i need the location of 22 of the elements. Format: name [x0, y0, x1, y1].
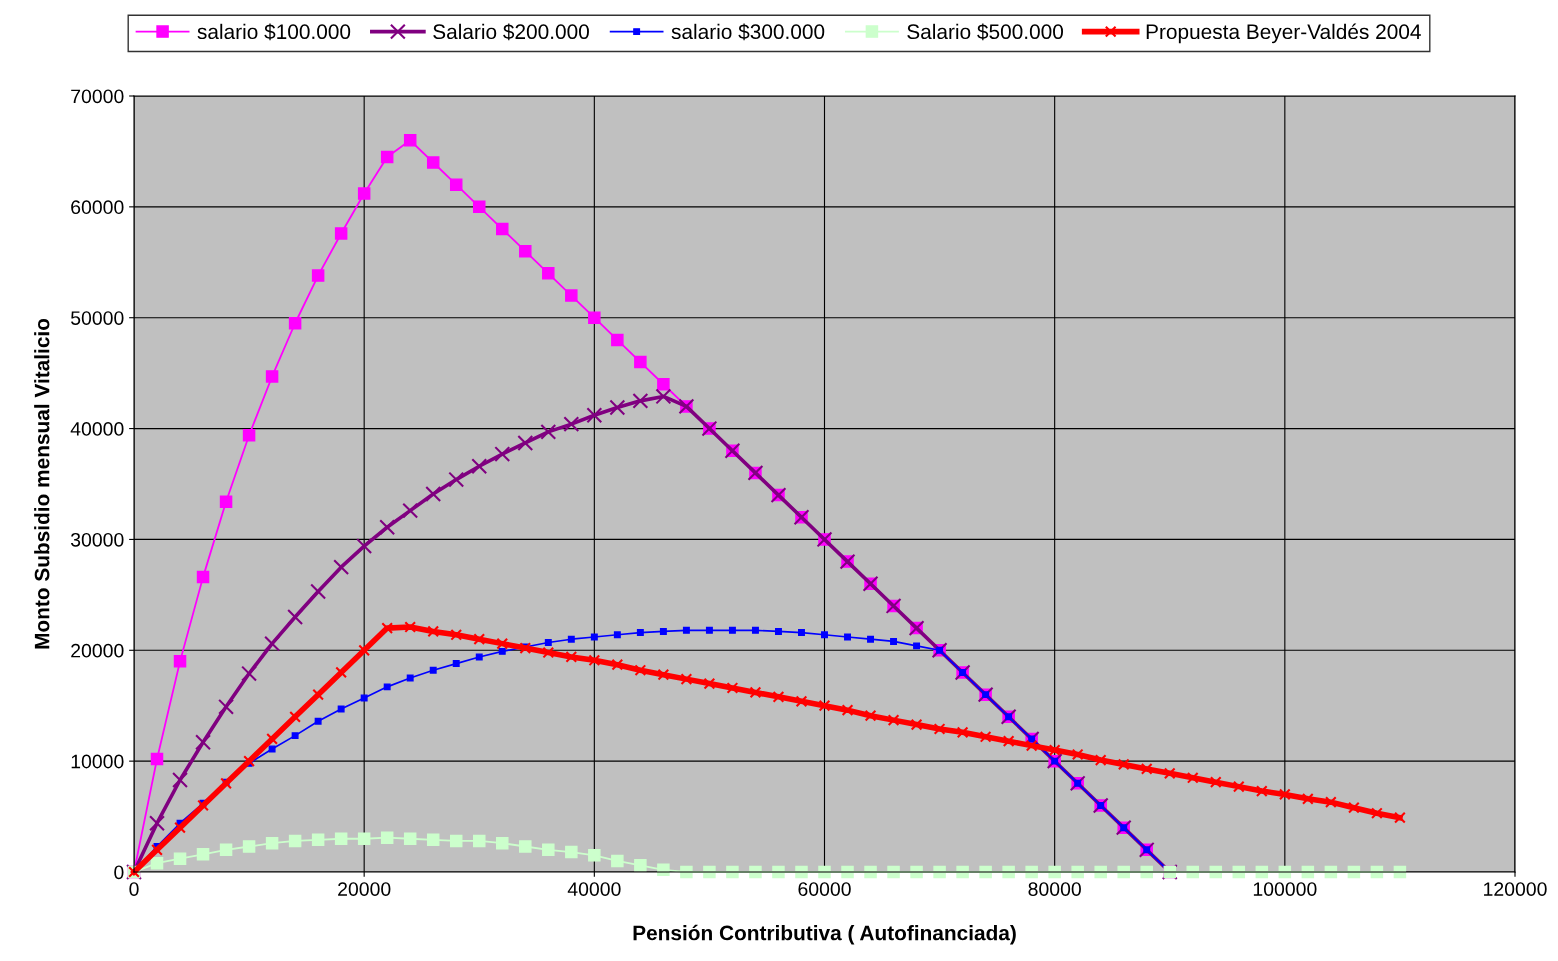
y-tick-label: 60000: [71, 200, 124, 215]
legend-label: Propuesta Beyer-Valdés 2004: [1146, 23, 1421, 44]
x-tick-label: 120000: [1484, 882, 1547, 896]
y-axis-title: Monto Subsidio mensual Vitalicio: [34, 318, 50, 649]
legend-label: salario $100.000: [197, 23, 351, 41]
legend-label: salario $300.000: [671, 23, 825, 41]
x-tick-label: 20000: [338, 882, 391, 896]
legend-label: Salario $200.000: [433, 23, 589, 41]
x-tick-label: 0: [129, 882, 139, 896]
y-tick-label: 10000: [71, 754, 124, 769]
y-tick-label: 0: [114, 865, 124, 880]
y-tick-label: 30000: [70, 532, 124, 547]
y-tick-label: 20000: [71, 643, 124, 658]
y-tick-label: 40000: [70, 422, 124, 436]
legend-label: Salario $500.000: [907, 23, 1064, 41]
x-tick-label: 40000: [567, 882, 621, 896]
x-tick-label: 60000: [798, 882, 851, 896]
y-tick-label: 70000: [71, 89, 124, 104]
x-tick-label: 100000: [1253, 882, 1317, 896]
x-axis-title: Pensión Contributiva ( Autofinanciada): [633, 924, 1016, 945]
x-tick-label: 80000: [1028, 882, 1081, 896]
y-tick-label: 50000: [70, 311, 124, 325]
